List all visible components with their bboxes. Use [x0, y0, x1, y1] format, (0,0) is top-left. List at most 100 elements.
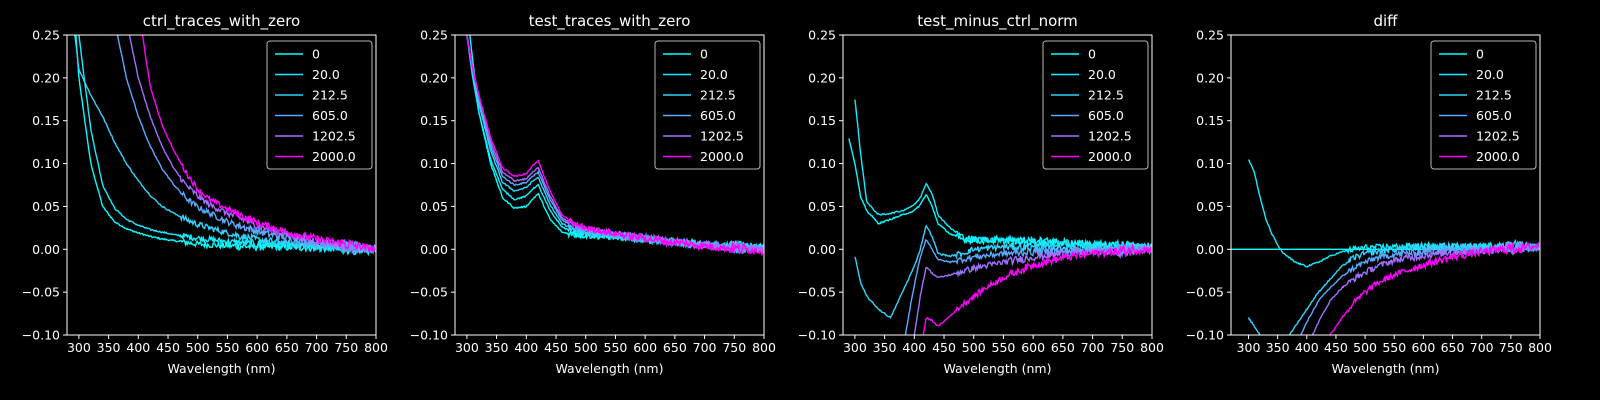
- y-tick-label: 0.10: [808, 156, 836, 171]
- x-tick-label: 700: [693, 340, 717, 355]
- legend: 0 20.0 212.5 605.0 1202.5 2000.0: [266, 40, 373, 170]
- plot-frame: [66, 34, 377, 336]
- y-tick-label: 0.10: [420, 156, 448, 171]
- series-line-2000.0: [141, 35, 376, 253]
- x-tick-label: 550: [992, 340, 1016, 355]
- x-tick-label: 450: [544, 340, 568, 355]
- x-axis-label: Wavelength (nm): [168, 361, 276, 376]
- legend-label: 0: [1476, 47, 1484, 62]
- legend-label: 0: [1088, 47, 1096, 62]
- x-tick-label: 300: [455, 340, 479, 355]
- legend-label: 605.0: [700, 108, 736, 123]
- x-tick-label: 650: [1051, 340, 1075, 355]
- legend: 0 20.0 212.5 605.0 1202.5 2000.0: [1430, 40, 1537, 170]
- x-tick-label: 800: [1140, 340, 1164, 355]
- legend-label: 605.0: [1088, 108, 1124, 123]
- x-tick-label: 600: [1021, 340, 1045, 355]
- chart-panel-4: diff 300 350 400 450 500 550 600 650 700 750 800 0.2…: [1186, 12, 1552, 376]
- legend-label: 212.5: [700, 88, 736, 103]
- x-axis-label: Wavelength (nm): [944, 361, 1052, 376]
- x-tick-label: 350: [1266, 340, 1290, 355]
- y-tick-label: −0.05: [410, 285, 448, 300]
- chart-title: test_traces_with_zero: [529, 12, 691, 31]
- series-line-2000.0: [1329, 242, 1540, 335]
- legend-label: 212.5: [1476, 88, 1512, 103]
- y-tick-label: 0.00: [808, 242, 836, 257]
- x-tick-label: 300: [1237, 340, 1261, 355]
- legend-label: 0: [700, 47, 708, 62]
- x-tick-label: 700: [1470, 340, 1494, 355]
- x-tick-label: 500: [962, 340, 986, 355]
- x-tick-label: 700: [1081, 340, 1105, 355]
- legend-label: 1202.5: [700, 129, 744, 144]
- legend-label: 605.0: [312, 108, 348, 123]
- x-tick-label: 350: [97, 340, 121, 355]
- legend-label: 212.5: [1088, 88, 1124, 103]
- y-tick-label: 0.10: [32, 156, 60, 171]
- chart-panel-2: test_traces_with_zero 300 350 400 450 500 550 6…: [410, 12, 776, 376]
- x-axis-label: Wavelength (nm): [1332, 361, 1440, 376]
- x-tick-label: 600: [1411, 340, 1435, 355]
- legend-label: 1202.5: [1476, 129, 1520, 144]
- y-tick-label: 0.00: [1196, 242, 1224, 257]
- y-tick-label: 0.20: [32, 70, 60, 85]
- x-tick-label: 350: [873, 340, 897, 355]
- legend-label: 20.0: [1476, 67, 1504, 82]
- legend-label: 0: [312, 47, 320, 62]
- x-tick-label: 600: [633, 340, 657, 355]
- legend-label: 2000.0: [1476, 149, 1520, 164]
- x-tick-label: 750: [1499, 340, 1523, 355]
- y-tick-label: −0.10: [798, 328, 836, 343]
- y-tick-label: 0.00: [420, 242, 448, 257]
- legend-box: [654, 40, 761, 170]
- y-tick-label: 0.15: [32, 113, 60, 128]
- chart-title: test_minus_ctrl_norm: [917, 12, 1078, 31]
- series-line-2000.0: [922, 243, 1152, 335]
- legend: 0 20.0 212.5 605.0 1202.5 2000.0: [1042, 40, 1149, 170]
- x-tick-label: 350: [485, 340, 509, 355]
- y-tick-label: 0.15: [420, 113, 448, 128]
- y-tick-label: −0.05: [798, 285, 836, 300]
- x-tick-label: 300: [67, 340, 91, 355]
- y-tick-label: 0.25: [32, 28, 60, 43]
- y-tick-label: 0.00: [32, 242, 60, 257]
- x-tick-label: 550: [604, 340, 628, 355]
- x-tick-label: 650: [1441, 340, 1465, 355]
- legend-label: 1202.5: [312, 129, 356, 144]
- chart-panel-1: ctrl_traces_with_zero 300 350 400 450 500 550 6…: [22, 12, 388, 376]
- x-axis-label: Wavelength (nm): [556, 361, 664, 376]
- x-tick-label: 400: [902, 340, 926, 355]
- legend-box: [266, 40, 373, 170]
- series-line-1202.5: [913, 244, 1152, 335]
- series-line-20.0: [854, 99, 1152, 253]
- legend-label: 605.0: [1476, 108, 1512, 123]
- y-tick-label: 0.25: [808, 28, 836, 43]
- legend-label: 20.0: [312, 67, 340, 82]
- legend-label: 2000.0: [312, 149, 356, 164]
- y-tick-label: 0.05: [32, 199, 60, 214]
- x-tick-label: 750: [1110, 340, 1134, 355]
- legend-label: 20.0: [1088, 67, 1116, 82]
- x-tick-label: 400: [126, 340, 150, 355]
- x-tick-label: 450: [932, 340, 956, 355]
- y-tick-label: 0.25: [1196, 28, 1224, 43]
- x-tick-label: 450: [156, 340, 180, 355]
- x-tick-label: 800: [364, 340, 388, 355]
- x-tick-label: 550: [216, 340, 240, 355]
- legend-box: [1042, 40, 1149, 170]
- y-tick-label: 0.25: [420, 28, 448, 43]
- legend: 0 20.0 212.5 605.0 1202.5 2000.0: [654, 40, 761, 170]
- legend-label: 212.5: [312, 88, 348, 103]
- x-tick-label: 650: [275, 340, 299, 355]
- legend-label: 1202.5: [1088, 129, 1132, 144]
- y-tick-label: 0.05: [808, 199, 836, 214]
- x-tick-label: 750: [334, 340, 358, 355]
- chart-panel-3: test_minus_ctrl_norm 300 350 400 450 500 550 60…: [798, 12, 1164, 376]
- y-tick-label: 0.05: [1196, 199, 1224, 214]
- legend-label: 2000.0: [1088, 149, 1132, 164]
- x-tick-label: 750: [722, 340, 746, 355]
- y-tick-label: −0.05: [1186, 285, 1224, 300]
- plot-frame: [842, 34, 1153, 336]
- plot-frame: [1230, 34, 1541, 336]
